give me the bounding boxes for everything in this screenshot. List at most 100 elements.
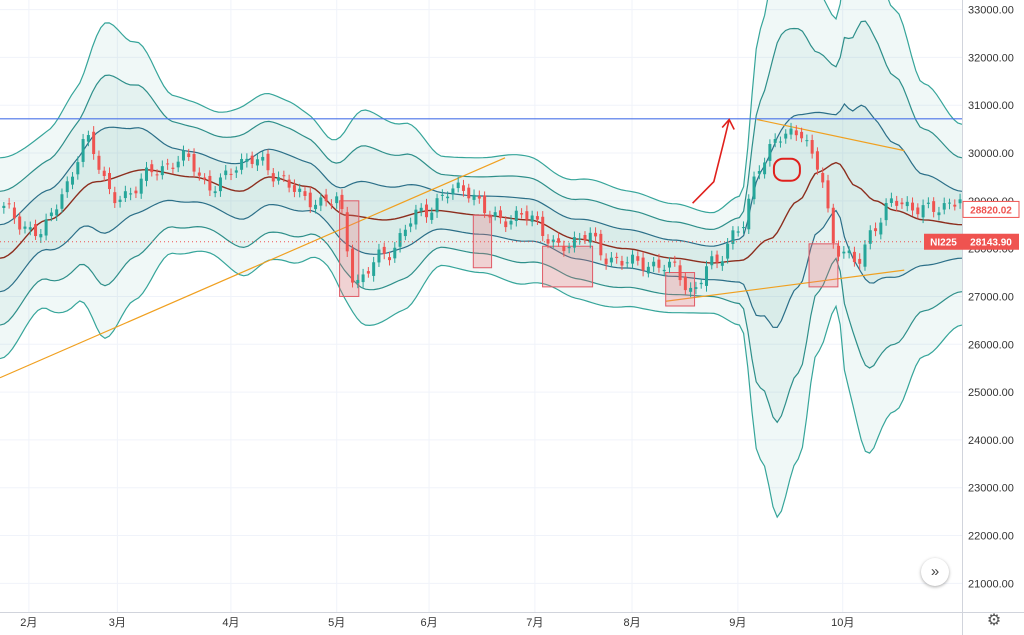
- candle-body: [710, 256, 714, 266]
- highlight-box-5: [808, 243, 839, 288]
- candle-body: [736, 231, 740, 233]
- candle-body: [287, 179, 291, 188]
- last-price-badge-text: 28143.90: [970, 238, 1012, 249]
- candle-body: [937, 212, 941, 216]
- candle-body: [229, 173, 233, 175]
- candle-body: [86, 135, 90, 142]
- candle-body: [123, 191, 127, 199]
- last-price-badge: NI225 28143.90: [924, 233, 1019, 250]
- candle-body: [292, 185, 296, 192]
- candle-body: [356, 279, 360, 284]
- y-tick-label: 33000.00: [968, 5, 1014, 17]
- candle-body: [631, 254, 635, 264]
- y-tick-label: 30000.00: [968, 148, 1014, 160]
- candle-body: [863, 244, 867, 267]
- candle-body: [208, 175, 212, 191]
- candle-body: [493, 212, 497, 217]
- candle-body: [551, 239, 555, 243]
- ma-value-badge-box: [962, 200, 1020, 218]
- candle-body: [773, 139, 777, 143]
- candle-body: [340, 194, 344, 210]
- candle-body: [218, 177, 222, 192]
- candle-body: [2, 205, 6, 208]
- candle-body: [55, 209, 59, 216]
- candle-body: [546, 239, 550, 244]
- candle-body: [604, 258, 608, 265]
- candle-body: [409, 223, 413, 227]
- candle-body: [271, 173, 275, 182]
- scroll-to-realtime-icon[interactable]: »: [921, 558, 949, 586]
- candle-body: [414, 209, 418, 225]
- candle-body: [726, 243, 730, 259]
- candle-body: [858, 258, 862, 264]
- candle-body: [319, 197, 323, 206]
- candle-body: [483, 195, 487, 214]
- trend-line-1: [0, 157, 506, 379]
- middle-band-fill: [0, 21, 962, 423]
- x-tick-label: 5月: [328, 617, 345, 629]
- candle-body: [694, 287, 698, 289]
- candle-body: [34, 224, 38, 237]
- ma-value-badge-text: 28820.02: [970, 205, 1012, 216]
- candle-body: [784, 133, 788, 139]
- settings-gear-icon[interactable]: ⚙: [986, 612, 1002, 629]
- highlight-box-3: [542, 245, 594, 288]
- candle-body: [144, 167, 148, 181]
- candle-body: [800, 131, 804, 139]
- candle-body: [752, 176, 756, 200]
- candle-body: [620, 260, 624, 266]
- band-lower-3sd: [0, 250, 963, 519]
- candle-body: [588, 232, 592, 243]
- candle-body: [102, 170, 106, 177]
- candle-body: [39, 234, 43, 238]
- candle-body: [282, 175, 286, 177]
- candle-body: [768, 144, 772, 161]
- candle-body: [926, 202, 930, 204]
- candle-body: [155, 174, 159, 176]
- x-tick-label: 9月: [729, 617, 746, 629]
- candle-body: [213, 191, 217, 194]
- candle-body: [166, 163, 170, 165]
- candle-body: [895, 200, 899, 206]
- candle-body: [298, 188, 302, 192]
- candle-body: [625, 262, 629, 264]
- candlesticks: [2, 122, 962, 298]
- x-tick-label: 4月: [222, 617, 239, 629]
- highlight-box-1: [339, 200, 360, 297]
- candle-body: [171, 167, 175, 169]
- ma-value-badge: 28820.02: [962, 200, 1020, 218]
- candle-body: [71, 176, 75, 185]
- arrow-annotation: [692, 119, 730, 204]
- candle-body: [842, 251, 846, 254]
- candle-body: [578, 238, 582, 240]
- candle-body: [118, 199, 122, 202]
- arrow-head: [721, 118, 735, 130]
- candle-body: [261, 156, 265, 161]
- candle-body: [689, 287, 693, 292]
- candle-body: [837, 245, 841, 257]
- candle-body: [594, 232, 598, 237]
- grid-lines: [0, 0, 962, 612]
- candle-body: [377, 249, 381, 263]
- symbol-badge-box: [924, 233, 963, 250]
- candle-body: [720, 261, 724, 266]
- candle-body: [129, 193, 133, 195]
- candle-body: [868, 230, 872, 244]
- candle-body: [234, 170, 238, 173]
- candle-body: [520, 213, 524, 215]
- candle-body: [187, 153, 191, 158]
- candle-body: [76, 162, 80, 175]
- candle-body: [324, 194, 328, 202]
- candle-body: [715, 254, 719, 263]
- band-lower-1sd: [0, 199, 963, 329]
- candle-body: [646, 266, 650, 274]
- candle-body: [366, 271, 370, 274]
- candle-body: [699, 282, 703, 285]
- candle-body: [134, 190, 138, 194]
- candle-body: [615, 256, 619, 259]
- candle-body: [826, 180, 830, 209]
- candle-body: [498, 210, 502, 219]
- x-tick-label: 8月: [623, 617, 640, 629]
